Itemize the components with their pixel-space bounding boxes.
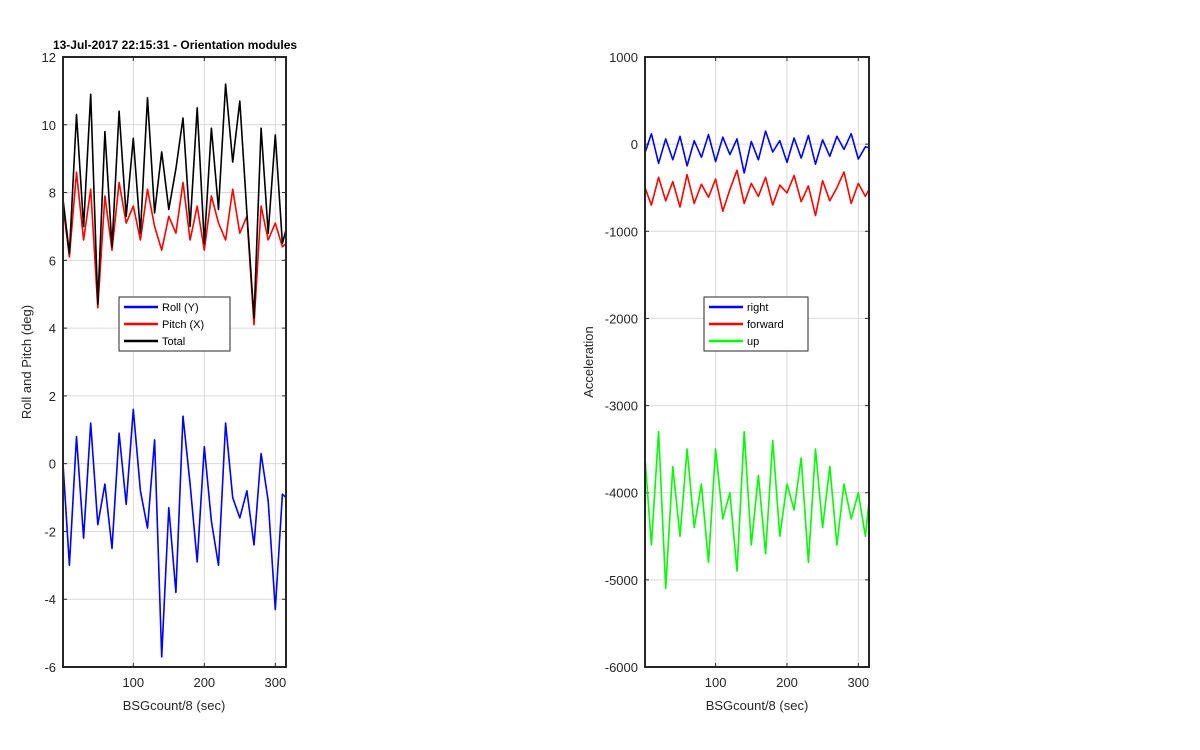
x-tick-label: 200	[776, 675, 798, 690]
y-tick-label: -5000	[605, 573, 638, 588]
y-tick-label: 6	[49, 253, 56, 268]
legend: Roll (Y) Pitch (X) Total	[118, 296, 231, 352]
legend-label-right: right	[747, 302, 768, 314]
series-line-roll-y	[62, 408, 287, 658]
x-tick-label: 300	[847, 675, 869, 690]
series-line-total	[62, 83, 287, 319]
y-tick-label: 4	[49, 321, 56, 336]
series-lines	[644, 130, 870, 590]
legend-label-pitch: Pitch (X)	[162, 319, 204, 331]
series-line-forward	[644, 169, 870, 217]
y-tick-label: -6	[44, 660, 56, 675]
y-axis-label: Acceleration	[581, 326, 596, 398]
series-line-right	[644, 130, 870, 174]
tick-labels: 100 200 300 -6000 -5000 -4000 -3000 -2000 -1000 0…	[605, 50, 869, 690]
orientation-plot: 13-Jul-2017 22:15:31 - Orientation modul…	[19, 38, 297, 713]
y-tick-label: -1000	[605, 224, 638, 239]
y-tick-label: -2	[44, 524, 56, 539]
y-axis-label: Roll and Pitch (deg)	[19, 305, 34, 419]
legend: right forward up	[703, 296, 809, 352]
chart-title: 13-Jul-2017 22:15:31 - Orientation modul…	[53, 38, 297, 52]
legend-label-up: up	[747, 336, 759, 348]
x-tick-label: 200	[193, 675, 215, 690]
x-tick-label: 100	[122, 675, 144, 690]
y-tick-label: -4	[44, 592, 56, 607]
y-tick-label: 8	[49, 186, 56, 201]
y-tick-label: -2000	[605, 311, 638, 326]
legend-label-total: Total	[162, 336, 185, 348]
series-lines	[62, 83, 287, 658]
y-tick-label: 1000	[609, 50, 638, 65]
tick-labels: 100 200 300 -6 -4 -2 0 2 4 6 8 10 12	[42, 50, 287, 690]
y-tick-label: 0	[49, 457, 56, 472]
y-tick-label: 0	[631, 137, 638, 152]
series-line-up	[644, 430, 870, 590]
y-tick-label: 10	[42, 118, 56, 133]
x-tick-label: 100	[705, 675, 727, 690]
plot-area	[645, 57, 869, 667]
y-tick-label: -6000	[605, 660, 638, 675]
x-axis-label: BSGcount/8 (sec)	[123, 698, 226, 713]
y-tick-label: 2	[49, 389, 56, 404]
acceleration-plot: 100 200 300 -6000 -5000 -4000 -3000 -2000 -1000 0…	[581, 50, 870, 713]
legend-label-roll: Roll (Y)	[162, 302, 199, 314]
y-tick-label: -3000	[605, 399, 638, 414]
y-tick-label: -4000	[605, 486, 638, 501]
plot-frame	[644, 56, 870, 668]
legend-label-forward: forward	[747, 319, 784, 331]
plot-area	[63, 57, 286, 667]
y-tick-label: 12	[42, 50, 56, 65]
x-tick-label: 300	[264, 675, 286, 690]
x-axis-label: BSGcount/8 (sec)	[706, 698, 809, 713]
plot-frame	[62, 56, 287, 668]
